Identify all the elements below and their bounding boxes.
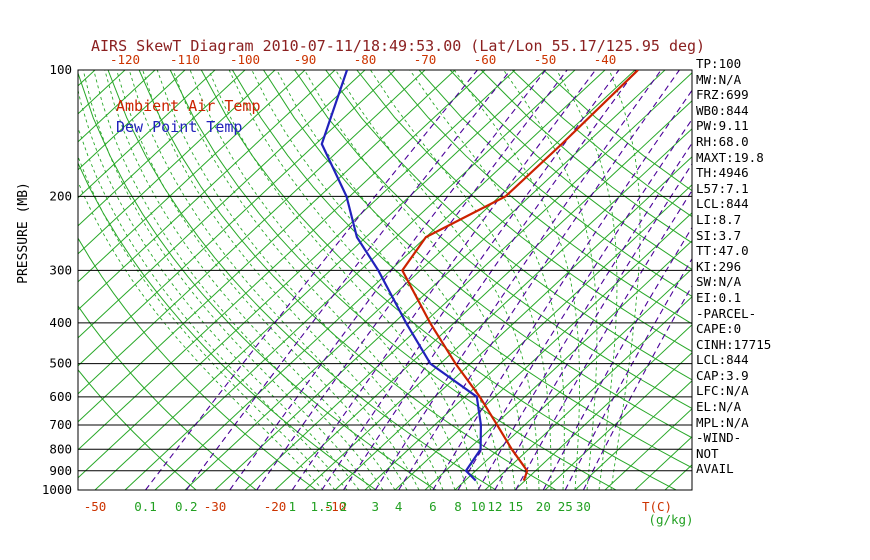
top-temp-tick-label: -120 (110, 52, 140, 67)
bottom-temp-tick-label: -20 (264, 499, 287, 514)
mixing-ratio-tick-label: 6 (429, 499, 437, 514)
stats-panel: TP:100 MW:N/A FRZ:699 WB0:844 PW:9.11 RH:68.0… (696, 56, 771, 477)
mixing-ratio-tick-label: 1.5 (310, 499, 333, 514)
stats-line: TT:47.0 (696, 243, 749, 259)
sounding-traces (320, 70, 639, 482)
ratio-unit-label: (g/kg) (648, 512, 693, 527)
stats-line: LCL:844 (696, 352, 749, 368)
mixing-ratio-tick-label: 0.1 (134, 499, 157, 514)
pressure-tick-label: 600 (49, 389, 72, 404)
stats-line: CAP:3.9 (696, 367, 749, 383)
pressure-tick-label: 500 (49, 356, 72, 371)
stats-line: LCL:844 (696, 196, 749, 212)
dry-adiabat-lines (78, 70, 692, 490)
mixing-ratio-tick-label: 30 (576, 499, 591, 514)
stats-line: KI:296 (696, 258, 742, 274)
top-temp-tick-label: -40 (594, 52, 617, 67)
mixing-ratio-tick-label: 4 (395, 499, 403, 514)
mixing-ratio-tick-label: 25 (558, 499, 573, 514)
top-temp-tick-label: -80 (354, 52, 377, 67)
top-temp-tick-label: -90 (294, 52, 317, 67)
temp-unit-label: T(C) (642, 499, 672, 514)
pressure-tick-label: 800 (49, 441, 72, 456)
dew-point-trace (320, 70, 482, 482)
mixing-ratio-tick-label: 12 (487, 499, 502, 514)
mixing-ratio-tick-label: 10 (471, 499, 486, 514)
pressure-axis-title: PRESSURE (MB) (16, 182, 31, 284)
mixing-ratio-lines (145, 70, 692, 490)
chart-title: AIRS SkewT Diagram 2010-07-11/18:49:53.0… (91, 37, 706, 55)
stats-line: CAPE:0 (696, 321, 742, 337)
stats-line: PW:9.11 (696, 118, 749, 134)
stats-line: AVAIL (696, 461, 734, 477)
stats-line: L57:7.1 (696, 180, 749, 196)
mixing-ratio-tick-label: 8 (454, 499, 462, 514)
stats-line: WB0:844 (696, 102, 749, 118)
bottom-temp-tick-label: -10 (324, 499, 347, 514)
pressure-tick-label: 700 (49, 417, 72, 432)
stats-line: TH:4946 (696, 165, 749, 181)
stats-line: EL:N/A (696, 399, 742, 415)
pressure-tick-label: 900 (49, 463, 72, 478)
bottom-temp-tick-label: -30 (204, 499, 227, 514)
top-temp-tick-label: -70 (414, 52, 437, 67)
stats-line: MW:N/A (696, 71, 742, 87)
mixing-ratio-tick-label: 0.2 (175, 499, 198, 514)
stats-line: EI:0.1 (696, 289, 742, 305)
stats-line: TP:100 (696, 56, 742, 71)
stats-line: CINH:17715 (696, 336, 772, 352)
top-temp-tick-label: -110 (170, 52, 200, 67)
top-temp-tick-label: -100 (230, 52, 260, 67)
mixing-ratio-tick-label: 20 (536, 499, 551, 514)
top-temp-tick-label: -50 (534, 52, 557, 67)
pressure-tick-label: 100 (49, 62, 72, 77)
stats-line: FRZ:699 (696, 87, 749, 103)
stats-line: SW:N/A (696, 274, 742, 290)
pressure-lines (77, 69, 693, 491)
stats-line: SI:3.7 (696, 227, 742, 243)
top-temp-tick-label: -60 (474, 52, 497, 67)
stats-line: MPL:N/A (696, 414, 749, 430)
legend-dew-point-temp: Dew Point Temp (116, 118, 243, 136)
ambient-temp-trace (401, 70, 639, 481)
mixing-ratio-tick-label: 3 (372, 499, 380, 514)
stats-line: NOT (696, 445, 719, 461)
pressure-tick-label: 1000 (42, 482, 72, 497)
pressure-tick-label: 400 (49, 315, 72, 330)
stats-line: RH:68.0 (696, 133, 749, 149)
stats-line: -PARCEL- (696, 305, 757, 321)
stats-line: -WIND- (696, 430, 742, 446)
stats-line: LI:8.7 (696, 211, 742, 227)
stats-line: MAXT:19.8 (696, 149, 764, 165)
pressure-tick-label: 200 (49, 188, 72, 203)
stats-line: LFC:N/A (696, 383, 749, 399)
bottom-temp-tick-label: -50 (84, 499, 107, 514)
mixing-ratio-tick-label: 2 (340, 499, 348, 514)
mixing-ratio-tick-label: 1 (288, 499, 296, 514)
isotherm-lines (78, 70, 692, 490)
pressure-tick-label: 300 (49, 262, 72, 277)
axis-labels: -120 -110 -100 -90 -80 -70 -60 -50 -40 100 200 300 4… (16, 52, 694, 527)
mixing-ratio-tick-label: 15 (508, 499, 523, 514)
legend-ambient-air-temp: Ambient Air Temp (116, 97, 261, 115)
plot-border (77, 69, 693, 491)
